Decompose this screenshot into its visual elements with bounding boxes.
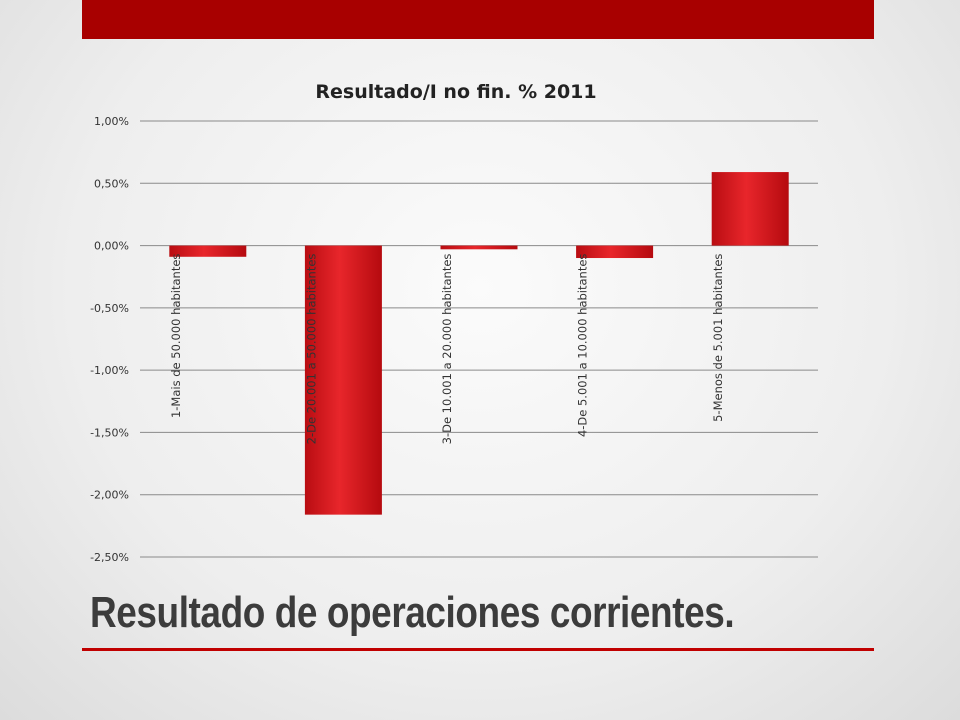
slide-title: Resultado de operaciones corrientes. [90, 588, 735, 637]
y-axis-ticks: 1,00% 0,50% 0,00% -0,50% -1,00% -1,50% -2,00% -… [90, 115, 129, 564]
y-tick-label: 0,00% [94, 240, 129, 253]
category-label: 1-Mais de 50.000 habitantes [169, 254, 183, 418]
bar [576, 245, 654, 259]
y-tick-label: -1,50% [90, 426, 129, 439]
category-labels: 1-Mais de 50.000 habitantes 2-De 20.001 a… [169, 254, 725, 445]
y-tick-label: 0,50% [94, 177, 129, 190]
chart-title: Resultado/I no fin. % 2011 [315, 81, 596, 103]
category-label: 3-De 10.001 a 20.000 habitantes [440, 254, 454, 445]
top-banner [82, 0, 874, 39]
y-tick-label: -1,00% [90, 364, 129, 377]
bars [169, 172, 789, 515]
bar [440, 245, 518, 250]
bottom-rule [82, 648, 874, 651]
y-tick-label: 1,00% [94, 115, 129, 128]
gridlines [140, 120, 818, 558]
category-label: 4-De 5.001 a 10.000 habitantes [576, 254, 590, 437]
category-label: 2-De 20.001 a 50.000 habitantes [304, 254, 318, 445]
bar [304, 245, 382, 515]
y-tick-label: -2,00% [90, 489, 129, 502]
bar [711, 172, 789, 246]
bar [169, 245, 247, 257]
category-label: 5-Menos de 5.001 habitantes [711, 254, 725, 422]
y-tick-label: -2,50% [90, 551, 129, 564]
y-tick-label: -0,50% [90, 302, 129, 315]
